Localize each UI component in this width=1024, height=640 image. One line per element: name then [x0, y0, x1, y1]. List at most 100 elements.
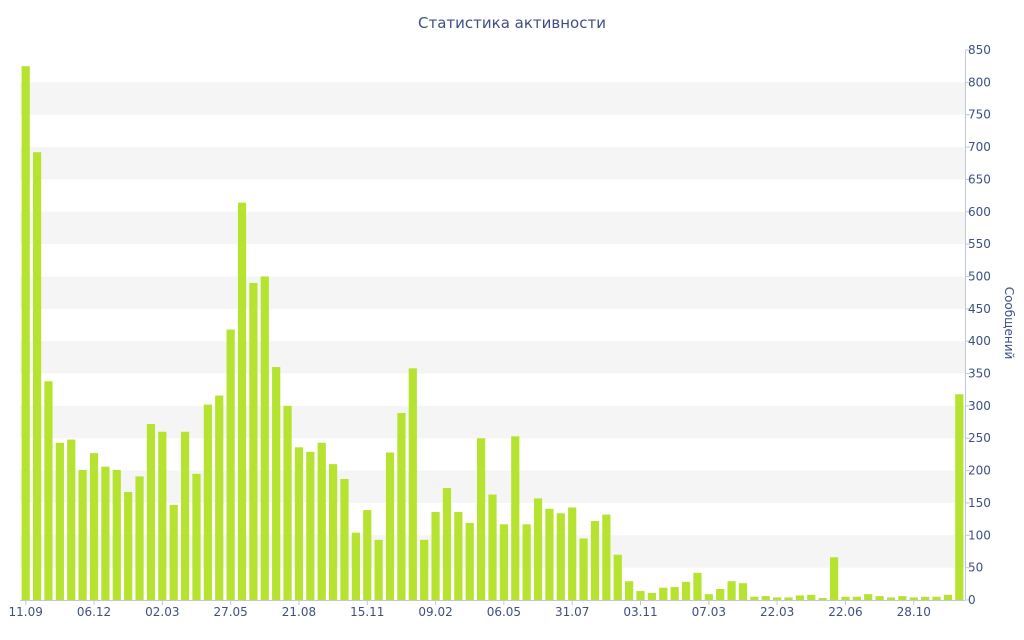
- bar: [124, 491, 133, 600]
- bar: [89, 453, 99, 600]
- x-tick-label: 22.03: [760, 605, 794, 619]
- grid-band: [20, 341, 965, 374]
- bar: [465, 523, 474, 600]
- bar: [898, 596, 907, 600]
- y-tick-label: 100: [968, 528, 991, 542]
- bar: [408, 368, 417, 600]
- bar: [932, 596, 941, 600]
- bar: [636, 590, 645, 600]
- bar: [180, 431, 190, 600]
- bar: [192, 473, 201, 600]
- bar: [807, 594, 816, 600]
- x-tick-label: 28.10: [897, 605, 931, 619]
- grid-band: [20, 82, 965, 115]
- bar: [681, 581, 691, 600]
- y-tick-label: 50: [968, 561, 983, 575]
- bar: [169, 504, 178, 600]
- bar: [886, 597, 896, 600]
- bar: [841, 596, 850, 600]
- bar: [864, 594, 873, 600]
- x-tick-label: 06.05: [487, 605, 521, 619]
- x-tick-label: 02.03: [145, 605, 179, 619]
- bar: [784, 597, 793, 600]
- bar: [750, 596, 759, 600]
- bar: [761, 596, 770, 600]
- bar: [852, 596, 861, 600]
- x-tick-label: 21.08: [282, 605, 316, 619]
- x-tick-label: 27.05: [213, 605, 247, 619]
- bar: [727, 581, 736, 600]
- bar: [351, 532, 360, 600]
- bar: [306, 451, 315, 600]
- bar: [363, 510, 372, 600]
- grid-band: [20, 405, 965, 439]
- bar: [716, 589, 725, 600]
- y-tick-label: 150: [968, 496, 991, 510]
- bar: [203, 404, 212, 600]
- chart-title: Статистика активности: [418, 14, 606, 32]
- axes: [20, 50, 966, 601]
- bar: [829, 557, 839, 600]
- bar: [909, 597, 918, 600]
- bar: [579, 538, 588, 600]
- bar: [260, 276, 269, 600]
- bar: [818, 598, 827, 600]
- y-tick-label: 200: [968, 464, 991, 478]
- bar: [625, 581, 634, 600]
- grid-band: [20, 211, 965, 245]
- y-tick-labels: 0 50 100 150 200 250 300 350 400 450 500 550 600 650 7…: [965, 43, 991, 607]
- y-tick-label: 800: [968, 75, 991, 89]
- bar: [568, 507, 577, 600]
- bar: [670, 587, 679, 600]
- bar: [32, 152, 42, 600]
- bar: [704, 594, 713, 600]
- y-tick-label: 600: [968, 205, 991, 219]
- x-tick-label: 06.12: [77, 605, 111, 619]
- bar: [795, 595, 805, 600]
- bar: [294, 447, 304, 600]
- grid-band: [20, 276, 965, 309]
- y-tick-label: 400: [968, 334, 991, 348]
- bar: [374, 539, 383, 600]
- y-tick-label: 350: [968, 367, 991, 381]
- y-tick-label: 0: [968, 593, 976, 607]
- bar: [488, 494, 497, 600]
- bar: [112, 469, 121, 600]
- y-tick-label: 550: [968, 237, 991, 251]
- bar: [55, 442, 64, 600]
- bar: [158, 431, 167, 600]
- x-tick-label: 31.07: [555, 605, 589, 619]
- x-tick-label: 07.03: [692, 605, 726, 619]
- y-tick-label: 450: [968, 302, 991, 316]
- y-tick-label: 700: [968, 140, 991, 154]
- bar: [590, 521, 600, 600]
- x-tick-labels: 11.09 06.12 02.03 27.05 21.08 15.11 09.02 06.05…: [9, 600, 931, 619]
- y-axis-label: Сообщений: [1002, 287, 1016, 360]
- x-tick-label: 09.02: [418, 605, 452, 619]
- bar: [101, 466, 110, 600]
- bar: [522, 524, 531, 600]
- bar: [420, 539, 429, 600]
- bar: [340, 479, 349, 600]
- x-tick-label: 11.09: [9, 605, 43, 619]
- bar: [499, 524, 508, 600]
- bar: [67, 439, 76, 600]
- bar-series: [21, 66, 964, 601]
- grid-bands: [20, 82, 965, 568]
- y-tick-label: 750: [968, 108, 991, 122]
- bar: [647, 592, 656, 600]
- bar: [78, 469, 87, 600]
- bar: [921, 596, 930, 600]
- bar: [773, 597, 782, 600]
- bar: [693, 572, 702, 600]
- bar: [659, 587, 668, 600]
- bar: [477, 438, 486, 600]
- bar: [955, 394, 964, 600]
- bar: [146, 424, 156, 600]
- bar: [21, 66, 30, 601]
- bar: [329, 464, 338, 600]
- bar: [431, 512, 440, 600]
- bar: [237, 202, 247, 601]
- bar: [545, 508, 554, 600]
